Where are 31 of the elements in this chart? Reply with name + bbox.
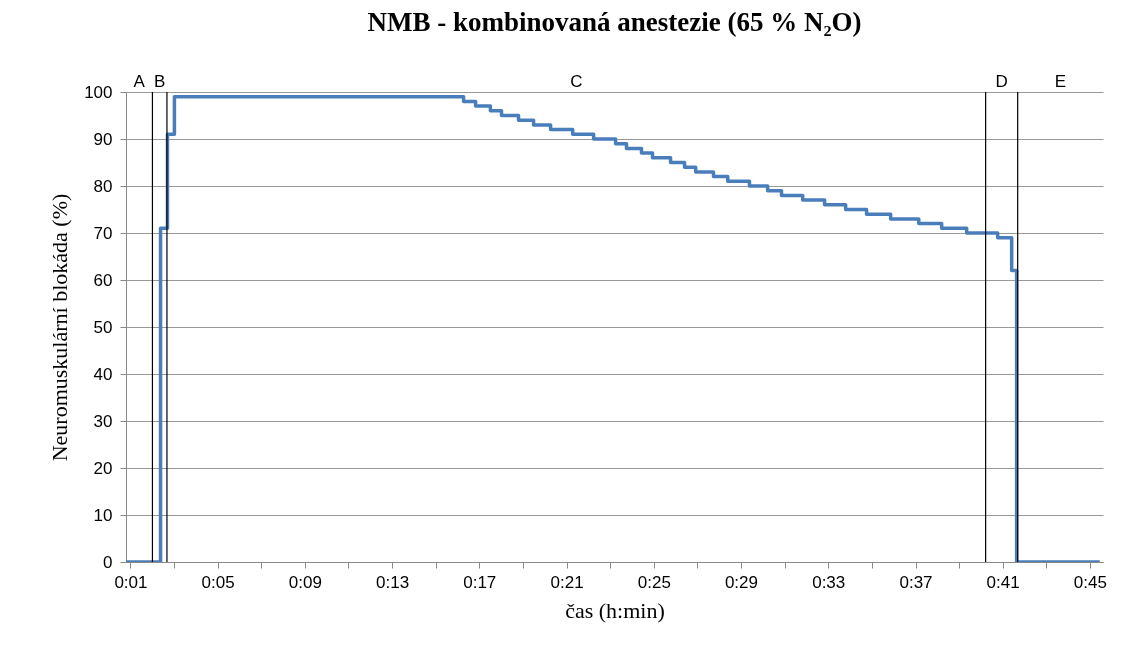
x-tick-label: 0:41 — [986, 572, 1020, 592]
x-tick-label: 0:01 — [114, 572, 148, 592]
y-tick-label: 80 — [93, 176, 113, 196]
x-axis-title: čas (h:min) — [565, 597, 665, 623]
x-tick-label: 0:13 — [376, 572, 410, 592]
x-tick-label: 0:45 — [1073, 572, 1107, 592]
text: E — [1054, 72, 1067, 91]
y-tick-label: 30 — [93, 411, 113, 431]
x-tick-label: 0:21 — [550, 572, 584, 592]
y-tick-label: 100 — [84, 82, 113, 102]
x-tick-label: 0:33 — [812, 572, 846, 592]
y-tick-label: 10 — [93, 505, 113, 525]
text: B — [154, 72, 166, 91]
y-tick-label: 60 — [93, 270, 113, 290]
y-tick-label: 20 — [93, 458, 113, 478]
y-axis-title: Neuromuskulární blokáda (%) — [47, 193, 73, 462]
x-tick-label: 0:37 — [899, 572, 933, 592]
x-tick-label: 0:05 — [201, 572, 235, 592]
x-tick-label: 0:09 — [288, 572, 322, 592]
chart-title: NMB - kombinovaná anestezie (65 % N₂O) — [367, 7, 862, 37]
text: D — [995, 72, 1008, 91]
x-tick-label: 0:25 — [637, 572, 671, 592]
text: C — [570, 72, 583, 91]
y-tick-label: 50 — [93, 317, 113, 337]
x-tick-label: 0:29 — [724, 572, 759, 592]
y-tick-label: 90 — [93, 129, 113, 149]
x-tick-label: 0:17 — [463, 572, 497, 592]
y-tick-label: 70 — [93, 223, 113, 243]
text: A — [133, 72, 146, 91]
y-tick-label: 0 — [103, 552, 113, 572]
y-tick-label: 40 — [93, 364, 113, 384]
